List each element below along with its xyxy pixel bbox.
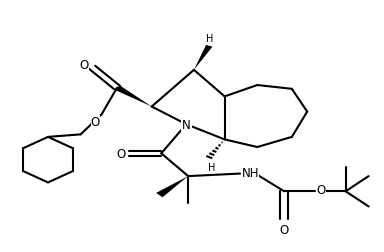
Polygon shape bbox=[156, 176, 188, 197]
Text: O: O bbox=[91, 116, 100, 129]
Polygon shape bbox=[114, 86, 152, 107]
Text: O: O bbox=[116, 147, 126, 160]
Text: NH: NH bbox=[242, 166, 260, 179]
Text: O: O bbox=[280, 223, 289, 236]
Polygon shape bbox=[194, 46, 212, 71]
Text: H: H bbox=[205, 34, 213, 44]
Text: H: H bbox=[207, 163, 215, 173]
Text: O: O bbox=[317, 183, 326, 196]
Text: O: O bbox=[80, 59, 89, 72]
Text: N: N bbox=[182, 118, 190, 131]
